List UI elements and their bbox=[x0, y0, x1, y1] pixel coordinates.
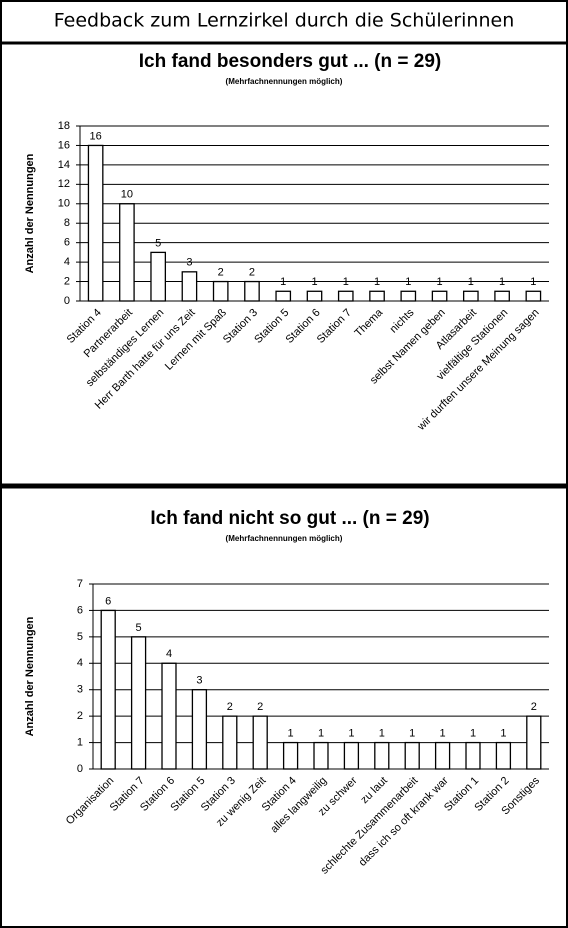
bar bbox=[252, 715, 268, 770]
data-label: 1 bbox=[318, 727, 324, 739]
y-tick-label: 10 bbox=[58, 198, 70, 210]
y-tick-label: 7 bbox=[77, 578, 83, 590]
bar bbox=[150, 251, 167, 302]
bar bbox=[462, 290, 479, 302]
bar bbox=[525, 290, 542, 302]
y-tick-label: 6 bbox=[77, 604, 83, 616]
data-label: 1 bbox=[405, 276, 411, 288]
data-label: 6 bbox=[105, 595, 111, 607]
bar bbox=[130, 636, 147, 770]
data-label: 1 bbox=[530, 276, 536, 288]
bar bbox=[191, 689, 208, 770]
y-tick-label: 2 bbox=[77, 710, 83, 722]
y-axis-label: Anzahl der Nennungen bbox=[24, 616, 36, 736]
y-tick-label: 8 bbox=[64, 217, 70, 229]
chart-title: Ich fand nicht so gut ... (n = 29) bbox=[150, 508, 429, 529]
chart-subtitle: (Mehrfachnennungen möglich) bbox=[226, 534, 343, 543]
bar bbox=[212, 280, 229, 302]
data-label: 2 bbox=[257, 701, 263, 713]
data-label: 2 bbox=[218, 266, 224, 278]
data-label: 16 bbox=[90, 130, 102, 142]
bar bbox=[374, 741, 390, 770]
y-tick-label: 1 bbox=[77, 736, 83, 748]
bar bbox=[369, 290, 385, 302]
data-label: 2 bbox=[249, 266, 255, 278]
bar bbox=[306, 290, 323, 302]
data-label: 5 bbox=[155, 237, 161, 249]
data-label: 10 bbox=[121, 189, 133, 201]
bar bbox=[400, 290, 417, 302]
data-label: 1 bbox=[470, 727, 476, 739]
y-tick-label: 3 bbox=[77, 684, 83, 696]
y-tick-label: 0 bbox=[77, 763, 83, 775]
data-label: 1 bbox=[437, 276, 443, 288]
y-tick-label: 14 bbox=[58, 159, 70, 171]
bar bbox=[161, 662, 177, 770]
bar bbox=[181, 271, 198, 302]
y-tick-label: 18 bbox=[58, 120, 70, 132]
y-tick-label: 2 bbox=[64, 275, 70, 287]
data-label: 2 bbox=[531, 701, 537, 713]
y-tick-label: 6 bbox=[64, 237, 70, 249]
page-title: Feedback zum Lernzirkel durch die Schüle… bbox=[54, 10, 515, 32]
y-tick-label: 0 bbox=[64, 295, 70, 307]
data-label: 5 bbox=[136, 622, 142, 634]
bar bbox=[337, 290, 354, 302]
bar bbox=[465, 741, 481, 770]
bar bbox=[434, 741, 451, 770]
chart-title: Ich fand besonders gut ... (n = 29) bbox=[139, 51, 441, 72]
bar bbox=[495, 741, 512, 770]
data-label: 3 bbox=[196, 675, 202, 687]
data-label: 1 bbox=[311, 276, 317, 288]
bar bbox=[313, 741, 329, 770]
y-axis-label: Anzahl der Nennungen bbox=[24, 153, 36, 273]
data-label: 1 bbox=[409, 727, 415, 739]
y-tick-label: 4 bbox=[64, 256, 70, 268]
bar bbox=[343, 741, 360, 770]
bar bbox=[100, 609, 116, 770]
bar bbox=[282, 741, 299, 770]
bar bbox=[431, 290, 448, 302]
y-tick-label: 5 bbox=[77, 631, 83, 643]
data-label: 1 bbox=[500, 727, 506, 739]
data-label: 1 bbox=[379, 727, 385, 739]
data-label: 2 bbox=[227, 701, 233, 713]
data-label: 1 bbox=[280, 276, 286, 288]
bar bbox=[404, 741, 420, 770]
bar bbox=[526, 715, 542, 770]
y-tick-label: 12 bbox=[58, 178, 70, 190]
data-label: 1 bbox=[348, 727, 354, 739]
data-label: 1 bbox=[499, 276, 505, 288]
bar bbox=[222, 715, 238, 770]
data-label: 1 bbox=[343, 276, 349, 288]
data-label: 1 bbox=[374, 276, 380, 288]
data-label: 1 bbox=[468, 276, 474, 288]
bar bbox=[87, 144, 104, 302]
y-tick-label: 16 bbox=[58, 139, 70, 151]
data-label: 4 bbox=[166, 648, 172, 660]
bar bbox=[244, 280, 260, 302]
bar bbox=[275, 290, 292, 302]
y-tick-label: 4 bbox=[77, 657, 83, 669]
data-label: 1 bbox=[288, 727, 294, 739]
bar bbox=[494, 290, 510, 302]
chart-subtitle: (Mehrfachnennungen möglich) bbox=[226, 77, 343, 86]
bar bbox=[119, 203, 135, 302]
data-label: 3 bbox=[186, 257, 192, 269]
data-label: 1 bbox=[440, 727, 446, 739]
